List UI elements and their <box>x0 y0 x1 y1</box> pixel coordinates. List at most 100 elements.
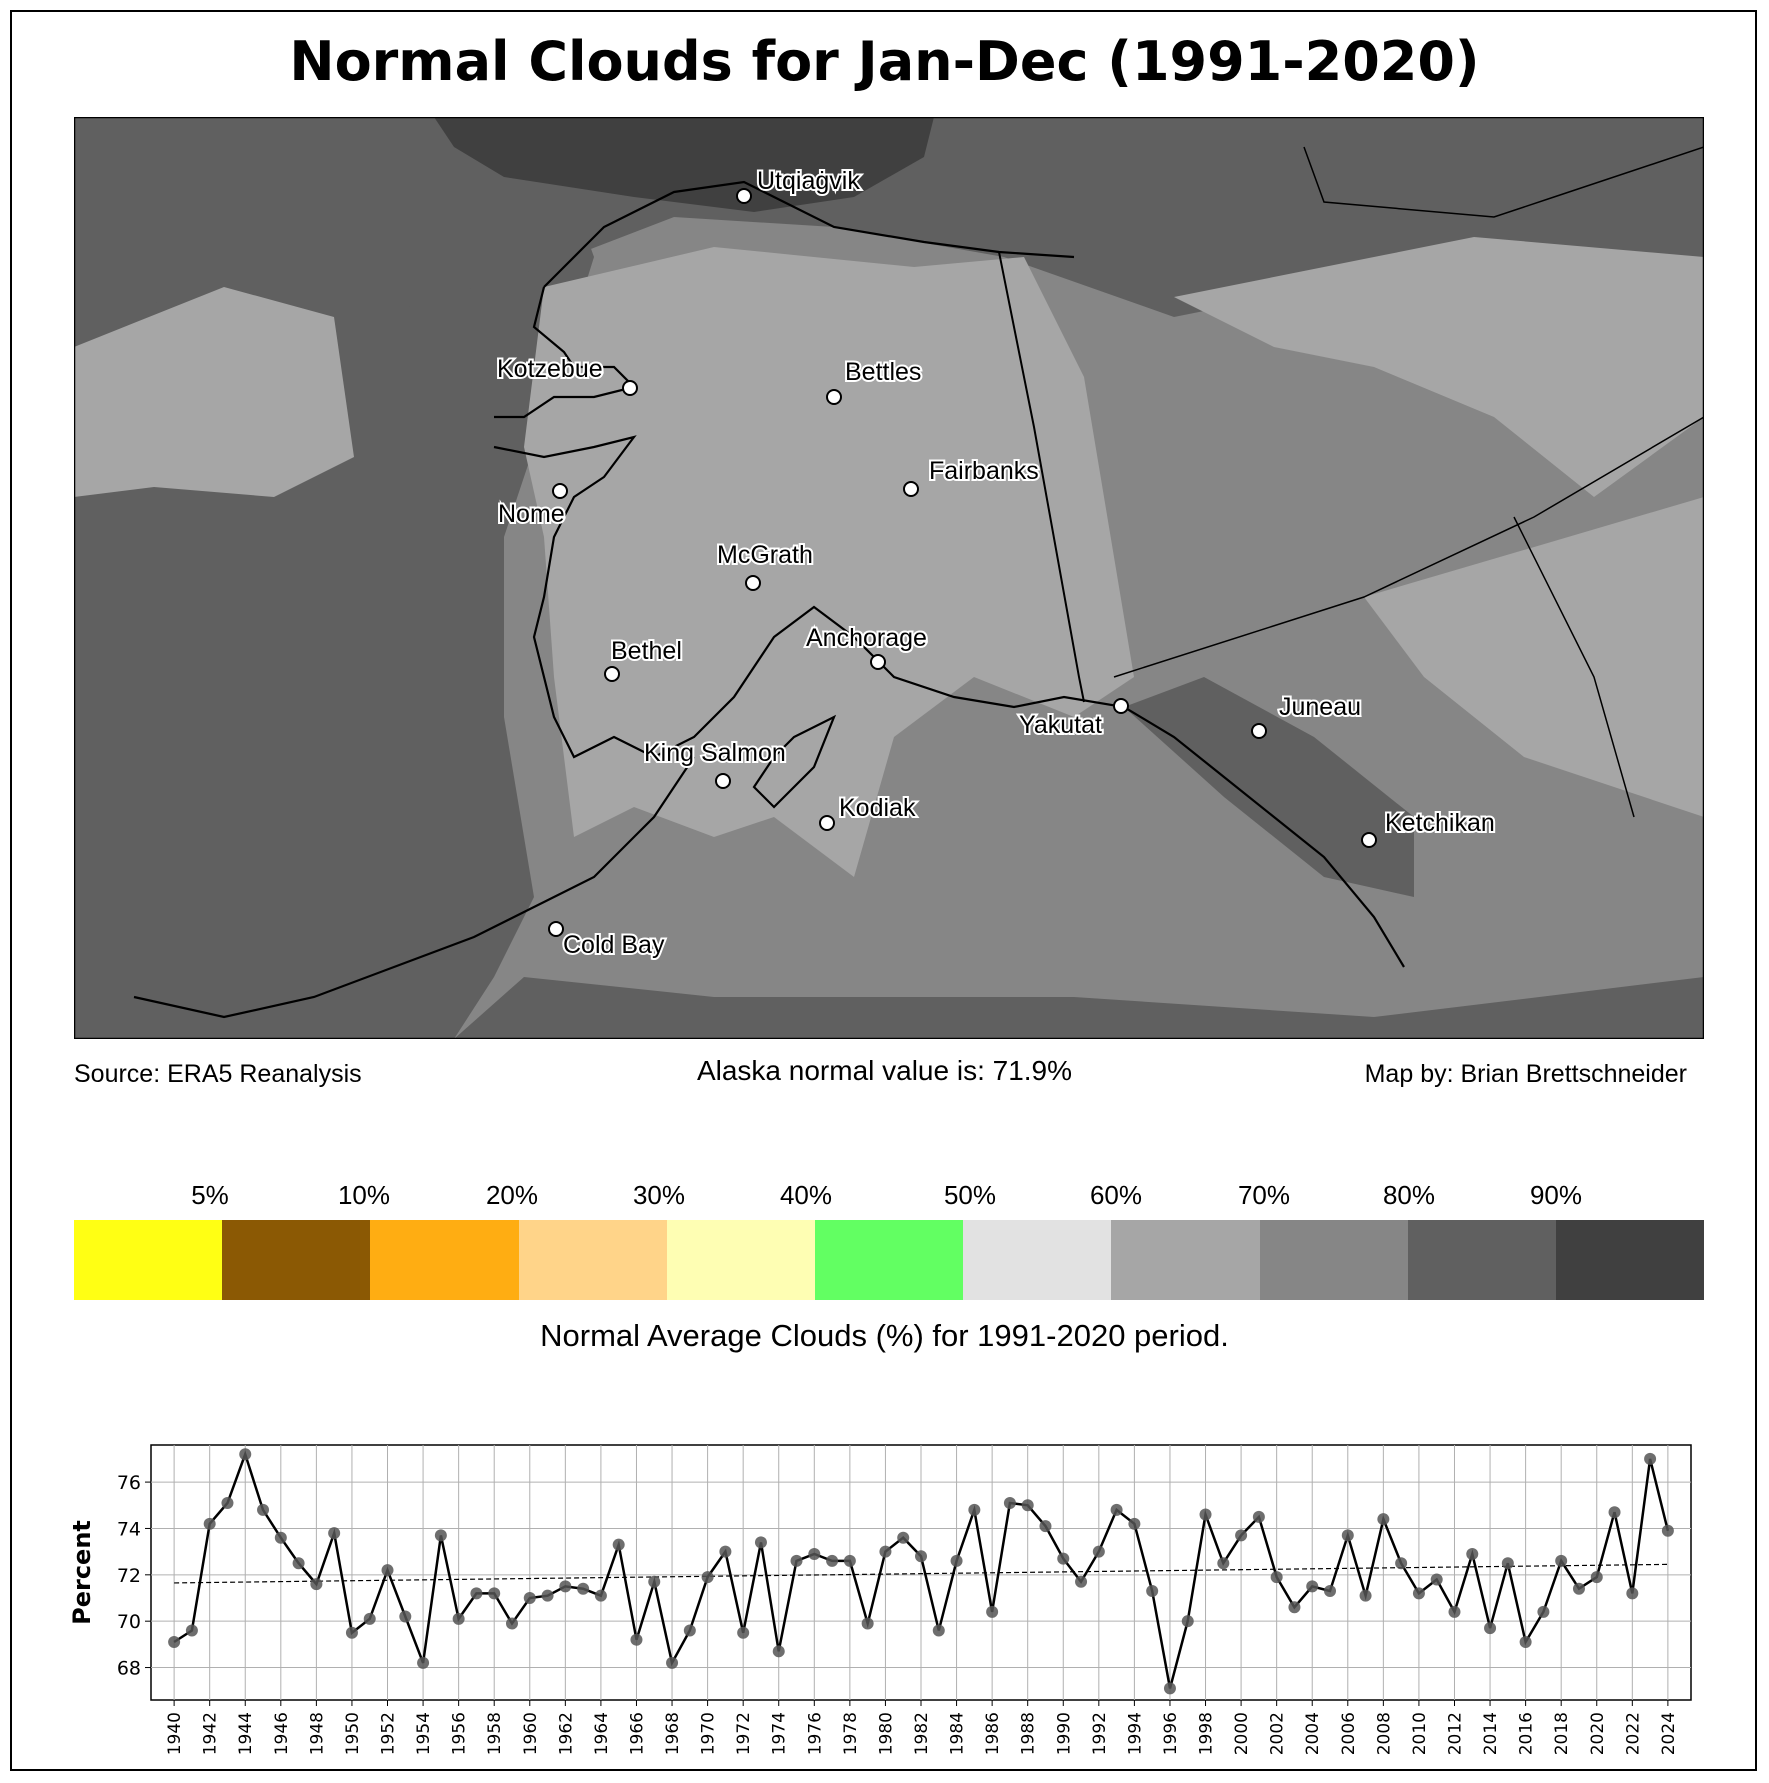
data-point <box>1412 1587 1425 1600</box>
colorbar-label: 20% <box>485 1180 539 1210</box>
data-point <box>1306 1580 1319 1593</box>
data-point <box>843 1554 856 1567</box>
map-border-frame <box>74 117 1704 1039</box>
y-tick-label: 72 <box>117 1565 141 1587</box>
data-point <box>1484 1622 1497 1635</box>
x-tick-label: 1954 <box>414 1712 434 1755</box>
colorbar-swatch-4 <box>666 1220 815 1300</box>
x-tick-label: 2012 <box>1445 1712 1465 1755</box>
x-tick-label: 1990 <box>1054 1712 1074 1755</box>
colorbar-label: 90% <box>1529 1180 1583 1210</box>
map-border-north <box>1303 146 1704 218</box>
x-tick-label: 2022 <box>1623 1712 1643 1755</box>
data-point <box>381 1564 394 1577</box>
svg-text:Bethel: Bethel <box>611 637 682 665</box>
x-tick-label: 1982 <box>912 1712 932 1755</box>
x-tick-label: 2018 <box>1552 1712 1572 1755</box>
x-tick-label: 2002 <box>1268 1712 1288 1755</box>
data-point <box>257 1503 270 1516</box>
svg-text:Fairbanks: Fairbanks <box>929 457 1039 485</box>
city-ketchikan: Ketchikan <box>1361 807 1497 848</box>
x-tick-label: 1944 <box>236 1712 256 1755</box>
x-tick-label: 1950 <box>343 1712 363 1755</box>
map-border-bc <box>1113 416 1704 678</box>
svg-text:Juneau: Juneau <box>1279 693 1361 721</box>
page-title: Normal Clouds for Jan-Dec (1991-2020) <box>289 30 1480 93</box>
data-point <box>648 1575 661 1588</box>
data-point <box>1395 1557 1408 1570</box>
data-point <box>363 1612 376 1625</box>
x-tick-label: 1974 <box>770 1712 790 1755</box>
data-point <box>1448 1605 1461 1618</box>
data-point <box>861 1617 874 1630</box>
x-tick-label: 2008 <box>1374 1712 1394 1755</box>
data-point <box>1235 1529 1248 1542</box>
data-point <box>754 1536 767 1549</box>
map-border-nwt <box>1513 516 1635 818</box>
x-tick-label: 1996 <box>1161 1712 1181 1755</box>
colorbar-label: 70% <box>1237 1180 1291 1210</box>
data-point <box>168 1636 181 1649</box>
data-point <box>1075 1575 1088 1588</box>
svg-text:Cold Bay: Cold Bay <box>563 931 665 959</box>
city-kodiak: Kodiak <box>819 792 918 831</box>
x-tick-label: 1972 <box>734 1712 754 1755</box>
data-point <box>1252 1510 1265 1523</box>
data-point <box>968 1503 981 1516</box>
data-point <box>470 1587 483 1600</box>
data-point <box>772 1645 785 1658</box>
colorbar-swatch-10 <box>1555 1220 1705 1300</box>
data-point <box>826 1554 839 1567</box>
colorbar <box>74 1220 1705 1300</box>
colorbar-label: 50% <box>943 1180 997 1210</box>
data-point <box>274 1531 287 1544</box>
data-point <box>328 1527 341 1540</box>
colorbar-swatch-8 <box>1259 1220 1408 1300</box>
x-tick-label: 1966 <box>627 1712 647 1755</box>
data-point <box>310 1578 323 1591</box>
data-point <box>1501 1557 1514 1570</box>
x-tick-label: 2024 <box>1659 1712 1679 1755</box>
data-point <box>505 1617 518 1630</box>
map-band-canada <box>1174 237 1704 497</box>
svg-text:McGrath: McGrath <box>717 541 813 569</box>
x-tick-label: 2016 <box>1517 1712 1537 1755</box>
data-point <box>879 1545 892 1558</box>
x-tick-label: 1948 <box>307 1712 327 1755</box>
map-border-ak-yukon <box>998 251 1085 703</box>
map-band-nw <box>74 287 354 497</box>
city-yakutat: Yakutat <box>1017 698 1129 741</box>
colorbar-swatch-3 <box>518 1220 667 1300</box>
map-band-panhandle <box>1124 677 1414 897</box>
x-tick-label: 1976 <box>805 1712 825 1755</box>
data-point <box>897 1531 910 1544</box>
y-tick-label: 70 <box>117 1611 141 1633</box>
x-tick-label: 2000 <box>1232 1712 1252 1755</box>
data-point <box>1288 1601 1301 1614</box>
data-point <box>737 1626 750 1639</box>
data-point <box>915 1550 927 1563</box>
svg-text:Utqiaġvik: Utqiaġvik <box>757 167 860 195</box>
x-tick-label: 1980 <box>876 1712 896 1755</box>
x-tick-label: 2020 <box>1588 1712 1608 1755</box>
data-point <box>185 1624 198 1637</box>
data-point <box>1324 1585 1337 1598</box>
x-tick-label: 1968 <box>663 1712 683 1755</box>
y-tick-label: 74 <box>117 1518 141 1540</box>
data-point <box>1128 1517 1141 1530</box>
data-point <box>1519 1636 1532 1649</box>
x-tick-label: 1992 <box>1090 1712 1110 1755</box>
map-band-south <box>454 977 1704 1039</box>
data-point <box>292 1557 305 1570</box>
data-point <box>932 1624 945 1637</box>
x-tick-label: 2004 <box>1303 1712 1323 1755</box>
city-nome: Nome <box>496 483 568 530</box>
city-bethel: Bethel <box>604 635 684 682</box>
x-tick-label: 1962 <box>556 1712 576 1755</box>
data-point <box>203 1517 216 1530</box>
map-band-interior <box>524 247 1134 877</box>
figure-frame <box>10 10 1757 1771</box>
x-tick-label: 1952 <box>379 1712 399 1755</box>
data-point <box>666 1656 679 1669</box>
data-point <box>1555 1554 1568 1567</box>
